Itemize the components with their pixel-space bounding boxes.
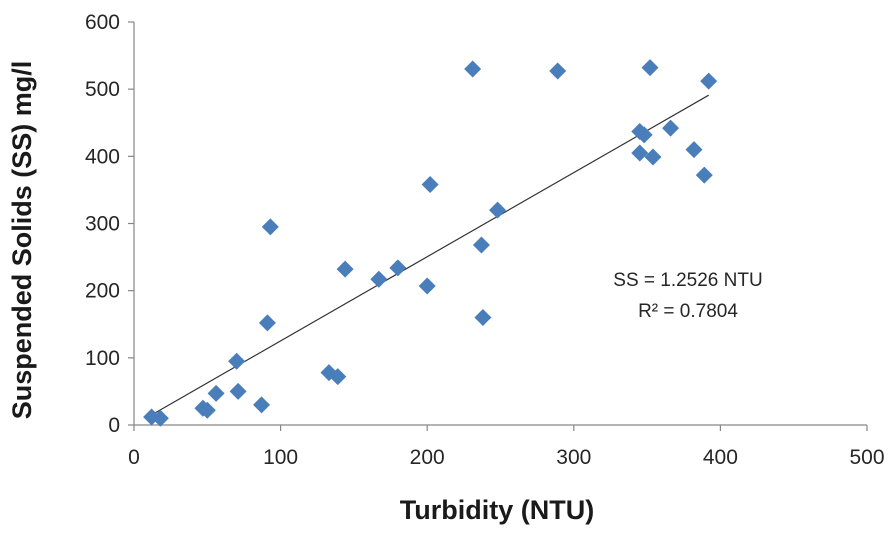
x-axis-title: Turbidity (NTU): [400, 495, 594, 525]
data-point: [631, 144, 649, 162]
data-point: [644, 148, 662, 166]
y-axis-title: Suspended Solids (SS) mg/l: [7, 61, 37, 420]
x-tick-label: 0: [128, 446, 140, 469]
axis-ticks: 0 100 200 300 400 500 0 100 200 300 400 500 600: [85, 11, 885, 469]
plot-area: 0 100 200 300 400 500 0 100 200 300 400 500 600: [85, 11, 885, 469]
r-squared-label: R² = 0.7804: [638, 301, 738, 322]
y-tick-label: 600: [85, 11, 120, 34]
y-tick-label: 100: [85, 347, 120, 370]
data-point: [489, 201, 507, 219]
data-point: [207, 384, 225, 402]
trendline: [148, 94, 709, 418]
data-point: [228, 352, 246, 370]
x-tick-label: 200: [410, 446, 445, 469]
y-tick-label: 500: [85, 78, 120, 101]
data-point: [635, 126, 653, 144]
data-point: [389, 259, 407, 277]
data-point: [370, 270, 388, 288]
x-tick-label: 500: [849, 446, 884, 469]
data-point: [464, 60, 482, 78]
data-point: [418, 277, 436, 295]
data-point: [641, 59, 659, 77]
data-point: [700, 72, 718, 90]
data-point: [662, 119, 680, 137]
data-point: [472, 236, 490, 254]
data-point: [695, 166, 713, 184]
data-points: [143, 59, 718, 427]
x-tick-label: 400: [703, 446, 738, 469]
equation-label: SS = 1.2526 NTU: [613, 270, 762, 291]
x-tick-label: 100: [263, 446, 298, 469]
x-tick-label: 300: [556, 446, 591, 469]
data-point: [329, 368, 347, 386]
data-point: [261, 218, 279, 236]
data-point: [421, 176, 439, 194]
data-point: [229, 382, 247, 400]
y-tick-label: 400: [85, 145, 120, 168]
data-point: [258, 314, 276, 332]
data-point: [474, 309, 492, 327]
y-tick-label: 300: [85, 213, 120, 236]
trendline-group: [148, 94, 709, 418]
data-point: [549, 62, 567, 80]
data-point: [336, 260, 354, 278]
data-point: [198, 401, 216, 419]
y-tick-label: 0: [108, 414, 120, 437]
data-point: [253, 396, 271, 414]
y-tick-label: 200: [85, 280, 120, 303]
data-point: [151, 409, 169, 427]
data-point: [685, 141, 703, 159]
